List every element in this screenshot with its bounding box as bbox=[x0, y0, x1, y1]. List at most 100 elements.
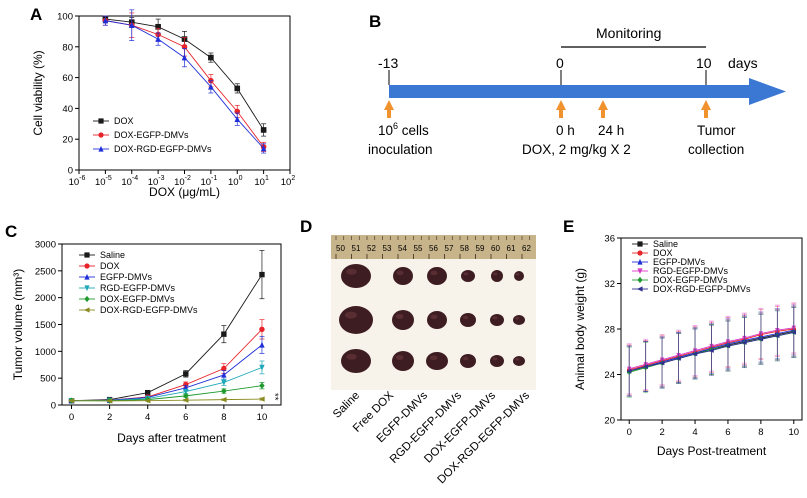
x-tick-label: 10 bbox=[788, 427, 799, 438]
x-tick-base: 10 bbox=[148, 177, 159, 188]
tumor-highlight bbox=[430, 314, 438, 320]
arrow-up-icon bbox=[384, 100, 394, 118]
data-point bbox=[636, 286, 643, 292]
y-tick-label: 60 bbox=[62, 73, 73, 84]
arrow-up-icon bbox=[701, 100, 711, 118]
x-tick-label: 10-4 bbox=[121, 175, 138, 188]
x-tick-exp: -4 bbox=[132, 175, 138, 182]
x-tick-label: 10-1 bbox=[200, 175, 217, 188]
legend-label: DOX bbox=[114, 116, 134, 126]
y-axis-label: Animal body weight (g) bbox=[573, 268, 587, 390]
tumor-highlight bbox=[493, 272, 498, 276]
tumor-sample bbox=[341, 349, 371, 373]
tumor-highlight bbox=[344, 311, 357, 319]
x-tick-label: 10-5 bbox=[95, 175, 112, 188]
tumor-highlight bbox=[515, 317, 520, 320]
x-tick-label: 10-6 bbox=[69, 175, 86, 188]
tumor-highlight bbox=[492, 316, 498, 320]
data-point bbox=[182, 397, 189, 403]
y-tick-label: 100 bbox=[57, 12, 73, 23]
tumor-highlight bbox=[462, 315, 469, 320]
y-tick-label: 0 bbox=[51, 401, 56, 412]
data-point bbox=[234, 85, 241, 92]
data-point bbox=[708, 348, 714, 353]
x-tick-base: 10 bbox=[228, 177, 239, 188]
x-tick-base: 10 bbox=[254, 177, 265, 188]
tumor-highlight bbox=[395, 355, 404, 360]
x-tick-label: 10 bbox=[257, 412, 268, 423]
tumor-highlight bbox=[463, 272, 469, 276]
y-tick-label: 32 bbox=[604, 279, 615, 290]
series-line bbox=[71, 398, 262, 402]
series-line bbox=[71, 344, 263, 402]
timeline-arrow-head bbox=[749, 78, 786, 105]
tumor-label: Tumor bbox=[697, 123, 736, 138]
ruler-number: 61 bbox=[507, 244, 516, 253]
legend-label: DOX-EGFP-DMVs bbox=[114, 130, 189, 140]
x-axis-label: Days Post-treatment bbox=[657, 444, 767, 458]
tumor-highlight bbox=[395, 314, 404, 319]
data-point bbox=[220, 396, 227, 403]
timeline-zero-label: 0 bbox=[556, 55, 564, 71]
data-point bbox=[208, 54, 214, 61]
data-point bbox=[637, 250, 643, 256]
tumor-sample bbox=[490, 355, 504, 367]
legend-label: DOX-EGFP-DMVs bbox=[653, 275, 728, 285]
legend-label: EGFP-DMVs bbox=[100, 272, 153, 282]
photo-label: Saline bbox=[331, 390, 362, 421]
ruler-number: 56 bbox=[429, 244, 438, 253]
y-tick-label: 1000 bbox=[35, 347, 56, 358]
ruler-number: 57 bbox=[445, 244, 454, 253]
data-point bbox=[725, 343, 731, 349]
y-axis-label: Tumor volume (mm³) bbox=[11, 269, 25, 381]
data-point bbox=[183, 388, 189, 395]
tumor-sample bbox=[341, 264, 371, 288]
x-axis-label: DOX (μg/mL) bbox=[149, 185, 220, 199]
data-point bbox=[221, 387, 227, 395]
panel-label-e: E bbox=[563, 217, 574, 236]
data-point bbox=[637, 268, 643, 275]
x-tick-label: 6 bbox=[183, 412, 188, 423]
x-tick-label: 4 bbox=[145, 412, 150, 423]
data-point bbox=[102, 17, 109, 24]
legend-label: RGD-EGFP-DMVs bbox=[653, 266, 728, 276]
data-point bbox=[258, 396, 265, 402]
panel-label-a: A bbox=[30, 5, 42, 24]
x-tick-exp: -6 bbox=[79, 175, 85, 182]
data-point bbox=[84, 295, 90, 303]
hour-24-label: 24 h bbox=[598, 123, 624, 138]
x-tick-label: 4 bbox=[692, 427, 697, 438]
tumor-highlight bbox=[346, 353, 357, 360]
data-point bbox=[128, 21, 135, 29]
data-point bbox=[144, 398, 151, 404]
tumor-sample bbox=[513, 315, 525, 325]
ruler bbox=[331, 235, 536, 259]
y-tick-label: 36 bbox=[604, 234, 615, 245]
x-tick-label: 6 bbox=[725, 427, 730, 438]
tumor-highlight bbox=[429, 355, 438, 361]
y-tick-label: 1500 bbox=[35, 320, 56, 331]
y-tick-label: 20 bbox=[604, 416, 615, 427]
data-point bbox=[84, 285, 90, 292]
data-point bbox=[84, 263, 90, 269]
data-point bbox=[98, 145, 104, 152]
data-point bbox=[637, 258, 643, 265]
legend-label: Saline bbox=[100, 250, 125, 260]
x-tick-label: 101 bbox=[254, 175, 269, 188]
data-point bbox=[106, 398, 113, 404]
timeline-arrow-shaft bbox=[389, 85, 749, 98]
y-axis-label: Cell viability (%) bbox=[31, 50, 45, 135]
collection-label: collection bbox=[688, 142, 744, 157]
x-tick-label: 2 bbox=[659, 427, 664, 438]
tumor-highlight bbox=[515, 358, 520, 361]
data-point bbox=[659, 360, 665, 366]
cells-label: 106 cells bbox=[378, 121, 429, 138]
x-tick-base: 10 bbox=[174, 177, 185, 188]
data-point bbox=[183, 371, 189, 377]
data-point bbox=[98, 118, 104, 124]
data-point bbox=[208, 83, 214, 90]
